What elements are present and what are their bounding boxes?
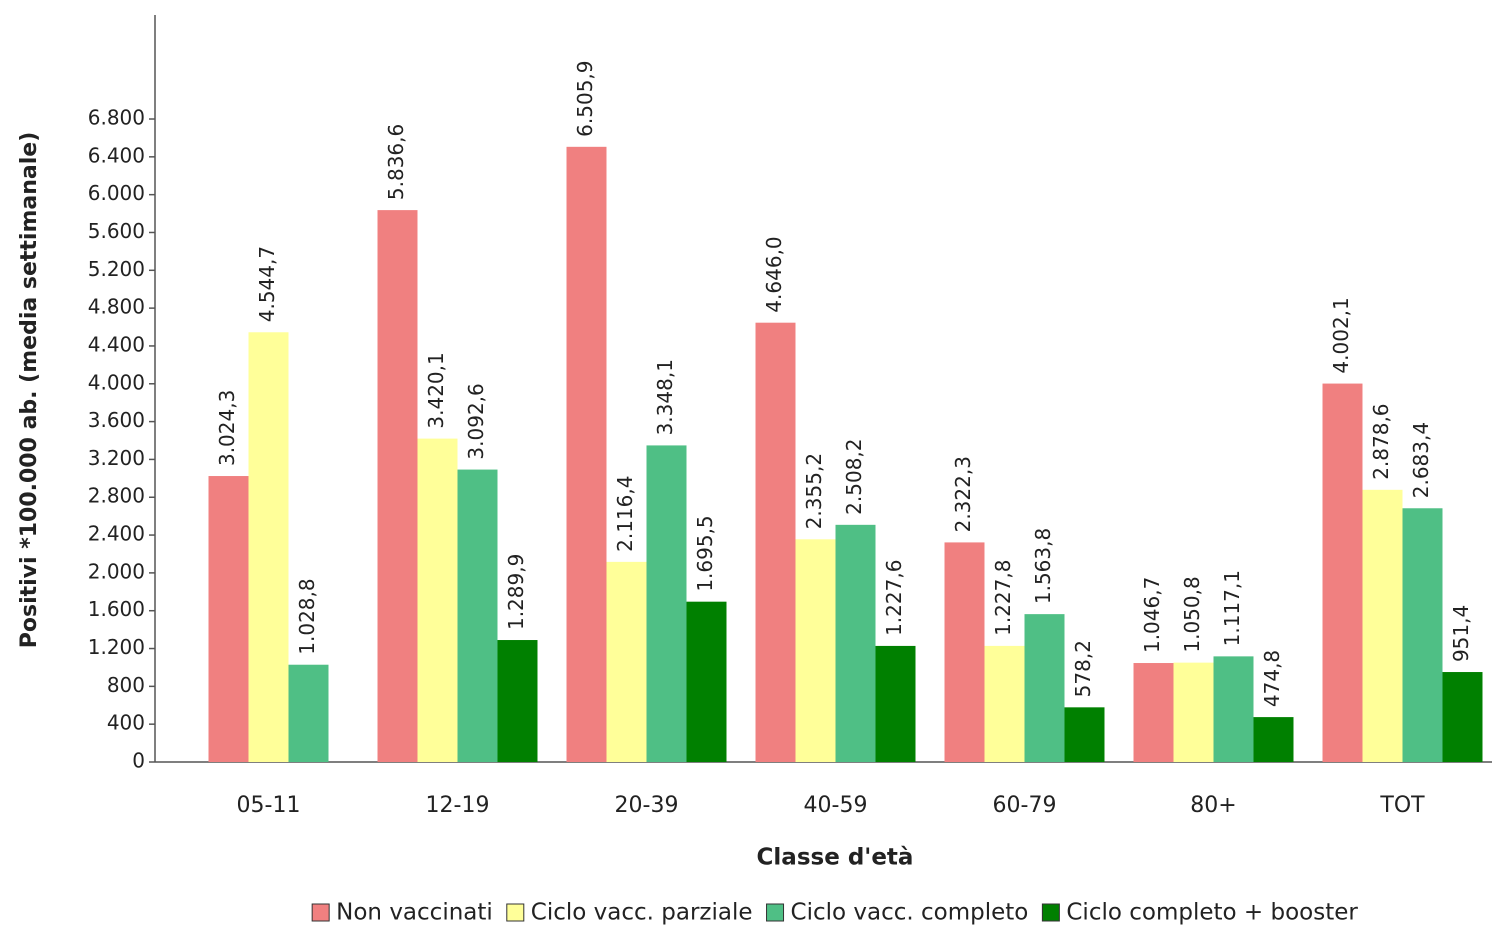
value-label: 4.544,7 bbox=[255, 246, 279, 322]
value-label: 1.563,8 bbox=[1031, 528, 1055, 604]
value-label: 4.646,0 bbox=[762, 236, 786, 312]
legend-label: Ciclo completo + booster bbox=[1066, 900, 1358, 926]
y-tick-label: 6.800 bbox=[88, 106, 145, 130]
y-tick-label: 1.600 bbox=[88, 597, 145, 621]
bar bbox=[497, 640, 538, 762]
value-label: 1.028,8 bbox=[295, 578, 319, 654]
value-label: 1.117,1 bbox=[1220, 570, 1244, 646]
bar bbox=[1173, 662, 1214, 762]
bar bbox=[646, 445, 687, 762]
bar bbox=[377, 210, 418, 763]
bar bbox=[875, 645, 916, 762]
bar bbox=[1322, 383, 1363, 762]
y-tick-label: 4.400 bbox=[88, 332, 145, 356]
bar bbox=[795, 539, 836, 762]
bar bbox=[755, 322, 796, 762]
y-tick-label: 5.200 bbox=[88, 257, 145, 281]
value-label: 951,4 bbox=[1449, 605, 1473, 662]
bar bbox=[248, 332, 289, 762]
legend-label: Non vaccinati bbox=[336, 900, 493, 926]
x-axis-label: Classe d'età bbox=[757, 845, 914, 871]
value-label: 2.683,4 bbox=[1409, 422, 1433, 498]
bar bbox=[288, 664, 329, 762]
value-label: 2.508,2 bbox=[842, 438, 866, 514]
legend-label: Ciclo vacc. completo bbox=[791, 900, 1029, 926]
x-tick-label: 20-39 bbox=[615, 793, 679, 818]
value-label: 3.092,6 bbox=[464, 383, 488, 459]
bar bbox=[606, 561, 647, 762]
bar bbox=[457, 469, 498, 762]
y-tick-label: 5.600 bbox=[88, 219, 145, 243]
y-tick-label: 6.400 bbox=[88, 143, 145, 167]
bar bbox=[686, 601, 727, 762]
value-label: 1.695,5 bbox=[693, 515, 717, 591]
value-label: 6.505,9 bbox=[573, 60, 597, 136]
value-label: 1.227,6 bbox=[882, 560, 906, 636]
bar bbox=[835, 524, 876, 762]
y-axis-label: Positivi *100.000 ab. (media settimanale… bbox=[17, 132, 42, 649]
value-label: 2.322,3 bbox=[951, 456, 975, 532]
bar bbox=[1362, 489, 1403, 762]
y-tick-label: 4.000 bbox=[88, 370, 145, 394]
bar bbox=[1442, 672, 1483, 762]
legend-swatch bbox=[506, 903, 525, 922]
bar bbox=[1133, 663, 1174, 762]
bar bbox=[984, 645, 1025, 762]
bar bbox=[566, 146, 607, 763]
x-tick-label: 60-79 bbox=[993, 793, 1057, 818]
x-tick-label: TOT bbox=[1379, 793, 1425, 818]
bar bbox=[944, 542, 985, 762]
value-label: 2.116,4 bbox=[613, 476, 637, 552]
value-label: 3.420,1 bbox=[424, 352, 448, 428]
y-tick-label: 3.600 bbox=[88, 408, 145, 432]
y-tick-label: 2.000 bbox=[88, 559, 145, 583]
bar bbox=[1402, 508, 1443, 762]
value-label: 578,2 bbox=[1071, 640, 1095, 697]
value-label: 1.289,9 bbox=[504, 554, 528, 630]
y-tick-label: 2.400 bbox=[88, 522, 145, 546]
bar bbox=[1253, 717, 1294, 762]
value-label: 1.227,8 bbox=[991, 560, 1015, 636]
x-tick-label: 12-19 bbox=[426, 793, 490, 818]
bar bbox=[1024, 614, 1065, 762]
bar bbox=[208, 476, 249, 762]
value-label: 2.355,2 bbox=[802, 453, 826, 529]
bar bbox=[417, 438, 458, 762]
y-tick-label: 6.000 bbox=[88, 181, 145, 205]
x-tick-label: 05-11 bbox=[237, 793, 301, 818]
legend-swatch bbox=[766, 903, 785, 922]
y-tick-label: 3.200 bbox=[88, 446, 145, 470]
bar bbox=[1213, 656, 1254, 762]
value-label: 3.348,1 bbox=[653, 359, 677, 435]
bar bbox=[1064, 707, 1105, 762]
y-tick-label: 800 bbox=[107, 673, 145, 697]
legend-label: Ciclo vacc. parziale bbox=[531, 900, 753, 926]
x-tick-label: 40-59 bbox=[804, 793, 868, 818]
y-tick-label: 400 bbox=[107, 711, 145, 735]
value-label: 5.836,6 bbox=[384, 124, 408, 200]
y-tick-label: 2.800 bbox=[88, 484, 145, 508]
y-tick-label: 1.200 bbox=[88, 635, 145, 659]
legend-swatch bbox=[311, 903, 330, 922]
legend-swatch bbox=[1041, 903, 1060, 922]
value-label: 474,8 bbox=[1260, 650, 1284, 707]
value-label: 2.878,6 bbox=[1369, 403, 1393, 479]
value-label: 1.050,8 bbox=[1180, 576, 1204, 652]
y-tick-label: 0 bbox=[132, 749, 145, 773]
y-tick-label: 4.800 bbox=[88, 295, 145, 319]
x-tick-label: 80+ bbox=[1190, 793, 1236, 818]
value-label: 1.046,7 bbox=[1140, 577, 1164, 653]
value-label: 3.024,3 bbox=[215, 390, 239, 466]
value-label: 4.002,1 bbox=[1329, 297, 1353, 373]
